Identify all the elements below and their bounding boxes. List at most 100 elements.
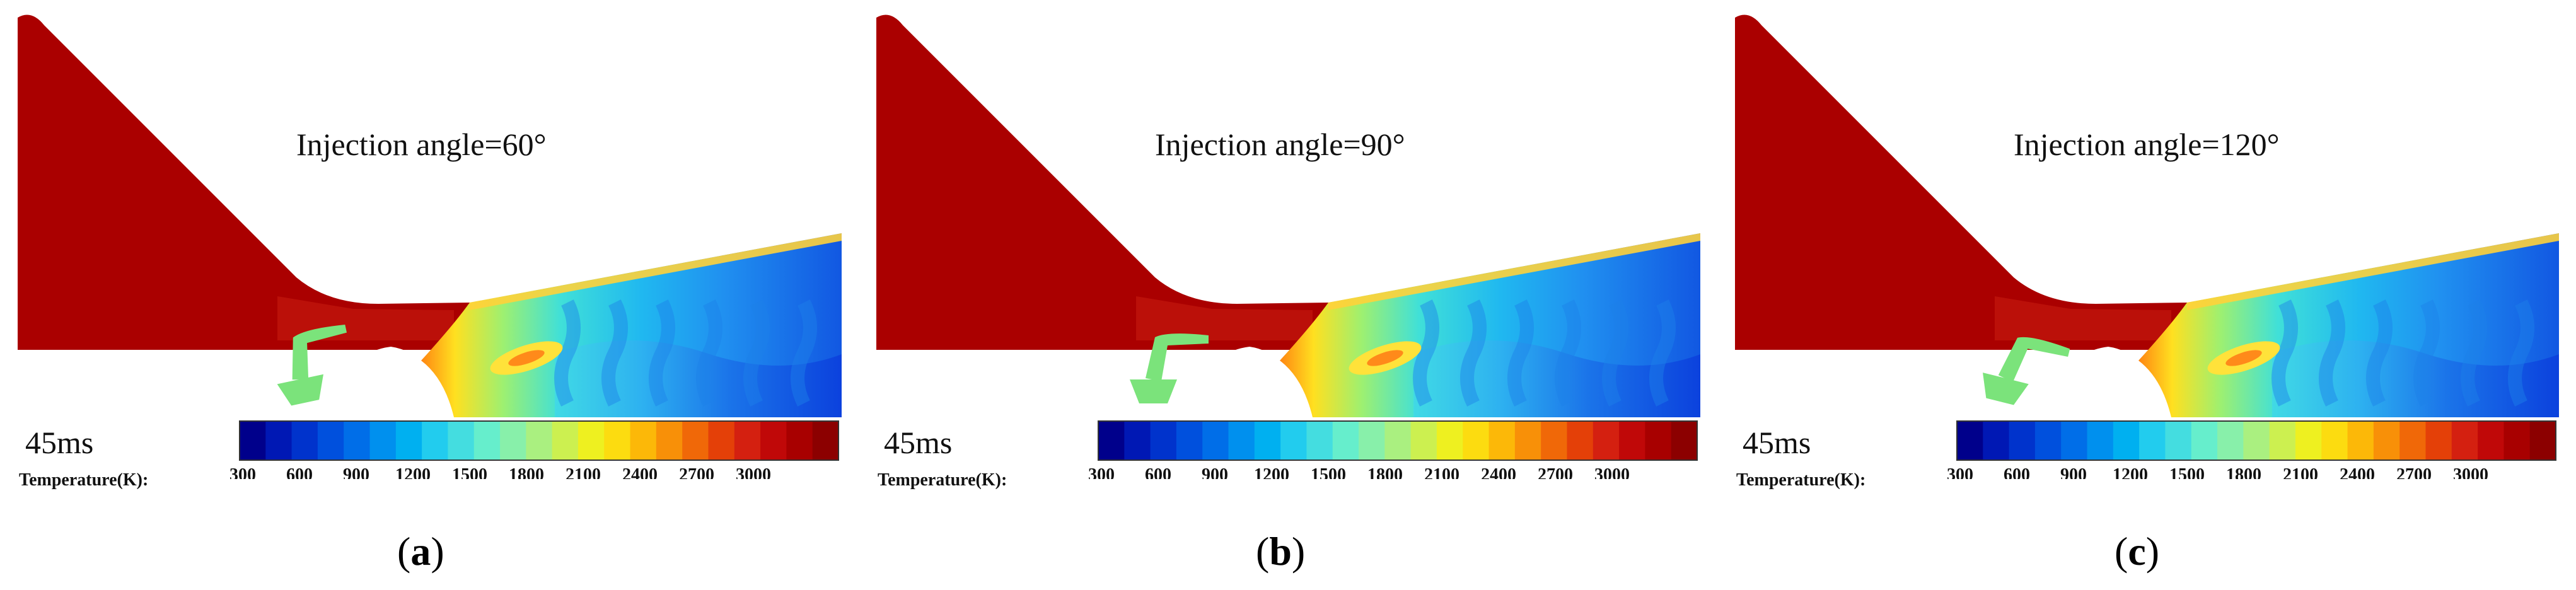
colorbar-swatch xyxy=(708,421,735,460)
panel-b: 300 600 900 1200 1500 1800 2100 2400 2700 3000 In… xyxy=(859,0,1717,590)
colorbar-tick-label: 3000 xyxy=(736,465,771,479)
shear-layer xyxy=(470,233,842,310)
colorbar-swatch xyxy=(2113,421,2140,460)
plume-contour-band xyxy=(601,299,628,407)
plume-field xyxy=(1280,233,1700,417)
colorbar-swatch xyxy=(2321,421,2348,460)
panel-c: 300 600 900 1200 1500 1800 2100 2400 2700 3000 In… xyxy=(1717,0,2576,590)
colorbar-swatch xyxy=(1280,421,1307,460)
plume-contour-band xyxy=(1555,299,1581,407)
plume-contour-band xyxy=(696,299,722,407)
colorbar-frame xyxy=(1098,420,1698,461)
injection-angle-label: Injection angle=60° xyxy=(296,127,547,162)
colorbar-swatch xyxy=(2373,421,2400,460)
hot-core-inner xyxy=(2225,350,2262,366)
colorbar-swatch xyxy=(1567,421,1594,460)
colorbar-tick-label: 1800 xyxy=(1367,465,1403,479)
colorbar-swatch xyxy=(1124,421,1151,460)
colorbar-tick-label: 900 xyxy=(343,465,369,479)
colorbar-swatch xyxy=(500,421,526,460)
plume-contour-band xyxy=(1413,299,1439,407)
colorbar-swatch xyxy=(526,421,553,460)
colorbar-swatch xyxy=(760,421,787,460)
time-label: 45ms xyxy=(884,425,953,460)
plume-cold-band xyxy=(2272,340,2559,417)
colorbar-swatch xyxy=(2217,421,2244,460)
colorbar-swatch xyxy=(395,421,422,460)
temperature-contour-a: 300 600 900 1200 1500 1800 2100 2400 2700 3000 xyxy=(18,14,842,479)
panel-caption: (c) xyxy=(2115,529,2160,574)
cavity xyxy=(1193,347,1306,417)
colorbar-swatch xyxy=(2425,421,2452,460)
injector-tube xyxy=(1998,337,2070,383)
colorbar-swatch xyxy=(2295,421,2322,460)
colorbar xyxy=(1956,420,2556,461)
colorbar-swatch xyxy=(1645,421,1672,460)
plume-contour-band xyxy=(554,299,581,407)
colorbar-tick-label: 300 xyxy=(229,465,256,479)
panel-caption: (a) xyxy=(397,529,444,574)
shear-layer xyxy=(2187,233,2559,310)
colorbar-swatch xyxy=(1359,421,1385,460)
colorbar-swatch xyxy=(577,421,605,460)
colorbar-swatch xyxy=(473,421,501,460)
plume-contour-band xyxy=(1507,299,1534,407)
colorbar-swatch xyxy=(2269,421,2296,460)
colorbar-swatch xyxy=(1436,421,1463,460)
colorbar-tick-label: 2100 xyxy=(1424,465,1459,479)
colorbar-tick-label: 1500 xyxy=(1311,465,1346,479)
colorbar-tick-label: 1200 xyxy=(395,465,431,479)
colorbar-tick-label: 3000 xyxy=(1594,465,1630,479)
plume-contour-band xyxy=(2461,299,2487,407)
plume-cold-band xyxy=(555,340,842,417)
colorbar-swatch xyxy=(317,421,344,460)
colorbar-tick-label: 1500 xyxy=(2169,465,2205,479)
colorbar-swatch xyxy=(344,421,371,460)
caption-letter: a xyxy=(410,529,431,574)
plume-contour-band xyxy=(2319,299,2345,407)
injector-nozzle xyxy=(1130,379,1177,403)
colorbar-tick-label: 900 xyxy=(1202,465,1228,479)
colorbar-tick-label: 1200 xyxy=(1254,465,1289,479)
colorbar-swatch xyxy=(1254,421,1281,460)
plume-contour-band xyxy=(649,299,675,407)
colorbar-swatch xyxy=(2087,421,2114,460)
colorbar-tick-label: 2100 xyxy=(2283,465,2318,479)
colorbar-swatch xyxy=(448,421,475,460)
colorbar-tick-label: 1500 xyxy=(452,465,487,479)
injector-nozzle xyxy=(277,374,323,406)
colorbar-swatch xyxy=(2451,421,2478,460)
colorbar-swatch xyxy=(2243,421,2270,460)
colorbar-tick-label: 600 xyxy=(2004,465,2030,479)
plume-contour-band xyxy=(2271,299,2298,407)
colorbar-swatch xyxy=(656,421,683,460)
colorbar-swatch xyxy=(1306,421,1333,460)
plume-contour-band xyxy=(1602,299,1628,407)
plume-cold-band xyxy=(1413,340,1700,417)
colorbar-tick-label: 2400 xyxy=(622,465,658,479)
colorbar-swatch xyxy=(1176,421,1203,460)
colorbar-tick-label: 3000 xyxy=(2453,465,2488,479)
temperature-contour-b: 300 600 900 1200 1500 1800 2100 2400 2700 3000 xyxy=(876,14,1700,479)
colorbar-tick-label: 1200 xyxy=(2113,465,2148,479)
colorbar-tick-label: 2400 xyxy=(1481,465,1516,479)
colorbar-swatch xyxy=(2191,421,2218,460)
time-label: 45ms xyxy=(1743,425,1811,460)
colorbar-swatch xyxy=(2529,421,2556,460)
colorbar-swatch xyxy=(682,421,709,460)
colorbar-swatch xyxy=(1384,421,1412,460)
colorbar-swatch xyxy=(1957,421,1983,460)
colorbar-tick-label: 2400 xyxy=(2340,465,2375,479)
colorbar-swatch xyxy=(1410,421,1437,460)
plume-contour-band xyxy=(743,299,770,407)
colorbar-tick-label: 300 xyxy=(1947,465,1973,479)
panel-a: 300 600 900 1200 1500 1800 2100 2400 2700 3000 In… xyxy=(0,0,859,590)
plume-field xyxy=(2138,233,2559,417)
colorbar-swatch xyxy=(1150,421,1177,460)
hot-core-inner xyxy=(1367,350,1403,366)
temperature-contour-c: 300 600 900 1200 1500 1800 2100 2400 2700 3000 xyxy=(1735,14,2559,479)
colorbar-swatch xyxy=(2034,421,2062,460)
nozzle-body xyxy=(876,14,1328,350)
colorbar-swatch xyxy=(1541,421,1567,460)
colorbar-swatch xyxy=(2061,421,2088,460)
